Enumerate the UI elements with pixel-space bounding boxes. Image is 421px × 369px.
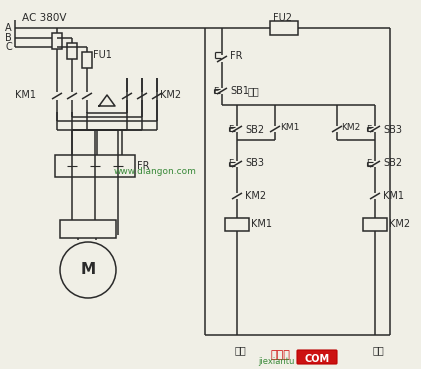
Circle shape [60, 242, 116, 298]
Text: KM2: KM2 [160, 90, 181, 100]
Bar [55, 155, 135, 177]
Text: B: B [5, 33, 12, 43]
Text: 接线图: 接线图 [270, 350, 290, 360]
Bar [363, 218, 387, 231]
Text: KM1: KM1 [280, 123, 299, 131]
Text: SB3: SB3 [383, 125, 402, 135]
Text: SB3: SB3 [245, 158, 264, 168]
Text: SB2: SB2 [245, 125, 264, 135]
Text: A: A [5, 23, 12, 33]
Text: KM1: KM1 [383, 191, 404, 201]
Text: jiexiantu: jiexiantu [258, 358, 294, 366]
Text: E: E [213, 86, 218, 96]
Text: E: E [366, 124, 371, 134]
Bar [67, 43, 77, 59]
Bar [82, 52, 92, 68]
Bar [52, 33, 62, 49]
Text: KM1: KM1 [251, 219, 272, 229]
Text: C: C [5, 42, 12, 52]
FancyBboxPatch shape [297, 350, 337, 364]
Text: www.diangon.com: www.diangon.com [114, 168, 197, 176]
Text: E: E [228, 124, 233, 134]
Text: KM2: KM2 [341, 123, 360, 131]
Text: KM2: KM2 [389, 219, 410, 229]
Text: M: M [80, 262, 96, 277]
Text: 停车: 停车 [248, 86, 260, 96]
Bar [60, 220, 116, 238]
Text: COM: COM [304, 354, 330, 364]
Text: FU2: FU2 [273, 13, 292, 23]
Text: 正转: 正转 [234, 345, 246, 355]
Text: E: E [366, 159, 371, 169]
Text: KM1: KM1 [15, 90, 36, 100]
Text: AC 380V: AC 380V [22, 13, 67, 23]
Bar [270, 21, 298, 35]
Text: FR: FR [137, 161, 149, 171]
Text: 反转: 反转 [372, 345, 384, 355]
Text: E: E [228, 159, 233, 169]
Text: FR: FR [230, 51, 242, 61]
Text: FU1: FU1 [93, 50, 112, 60]
Text: KM2: KM2 [245, 191, 266, 201]
Bar [225, 218, 249, 231]
Text: SB2: SB2 [383, 158, 402, 168]
Text: SB1: SB1 [230, 86, 249, 96]
